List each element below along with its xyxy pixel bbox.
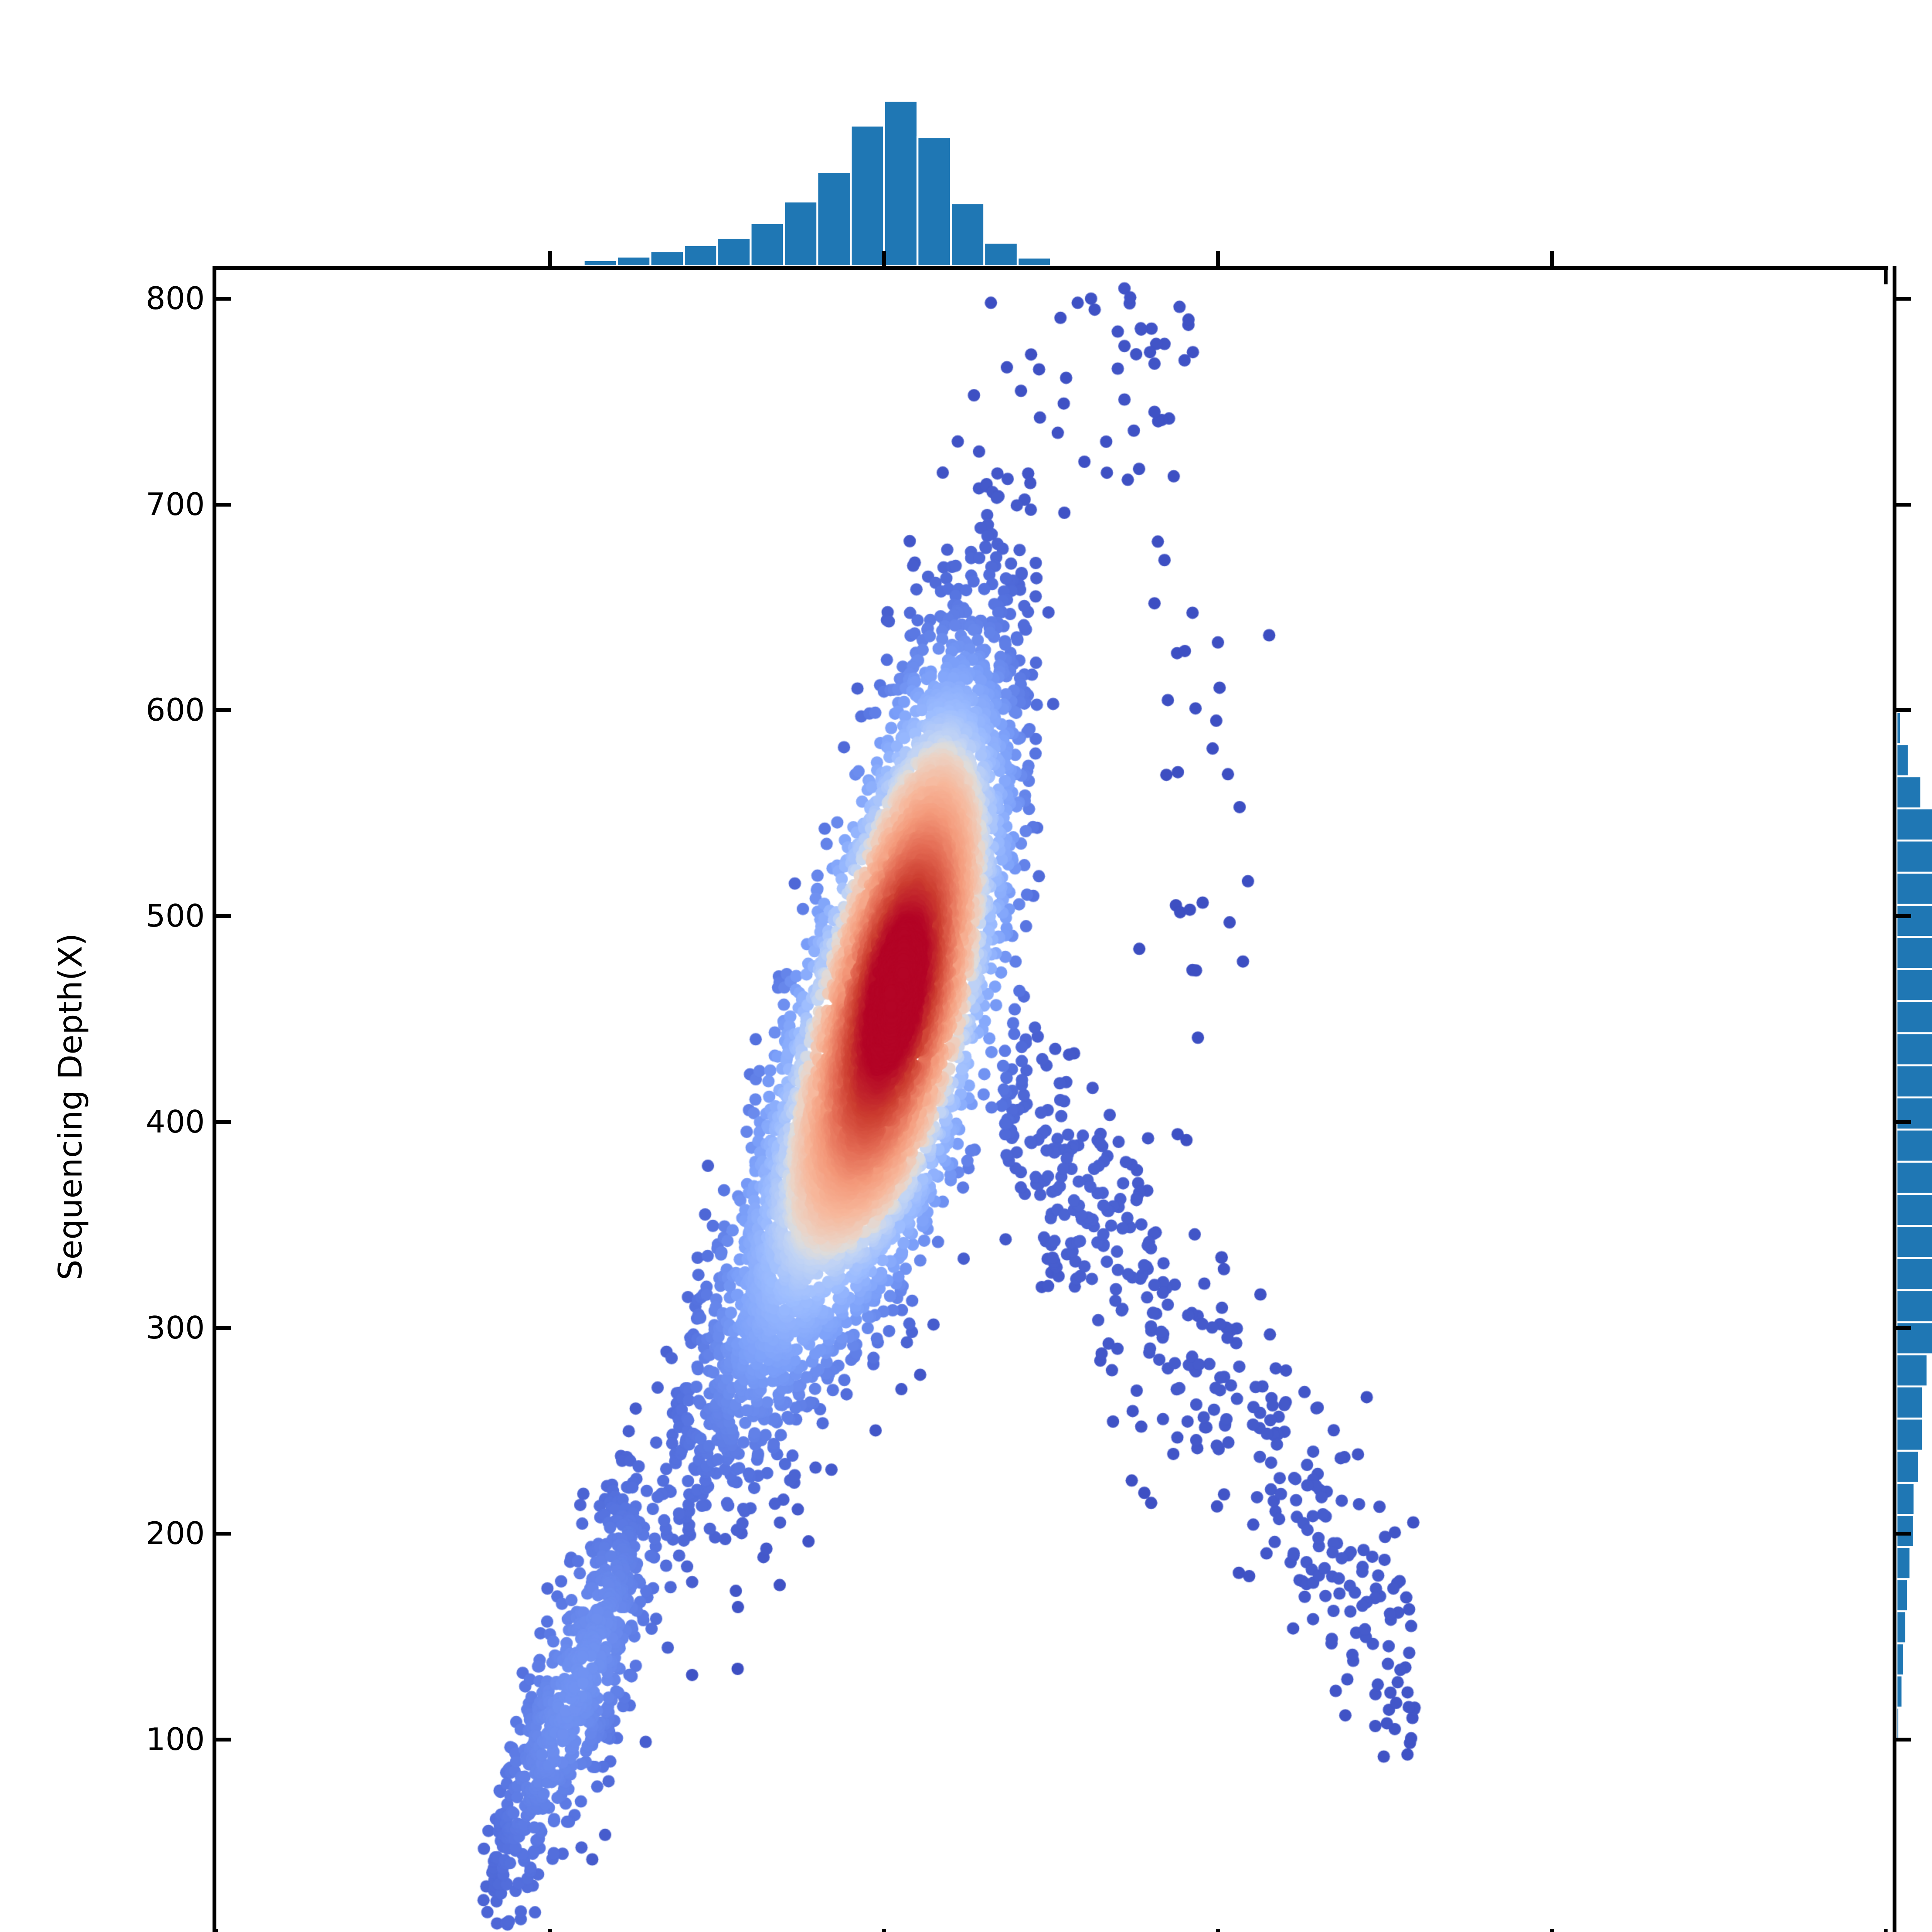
y-tick xyxy=(216,1532,231,1536)
y-tick-label: 0 xyxy=(35,1925,205,1932)
histogram-bar xyxy=(1896,1417,1924,1452)
y-tick xyxy=(216,296,231,301)
histogram-bar xyxy=(1896,1610,1907,1645)
right-marginal-baseline xyxy=(1893,266,1896,1932)
right-marginal-tick xyxy=(1896,1738,1911,1742)
histogram-bar xyxy=(1896,839,1932,874)
histogram-bar xyxy=(1896,1706,1900,1741)
y-tick-label: 800 xyxy=(146,280,205,316)
histogram-bar xyxy=(1896,1385,1924,1420)
right-marginal-histogram xyxy=(1896,679,1932,1741)
y-tick-label: 700 xyxy=(146,486,205,522)
histogram-bar xyxy=(1896,1160,1932,1195)
histogram-bar xyxy=(1896,968,1932,1002)
y-tick xyxy=(216,1738,231,1742)
histogram-bar xyxy=(1896,807,1932,842)
x-tick xyxy=(1550,1929,1554,1932)
histogram-bar xyxy=(850,124,885,266)
histogram-bar xyxy=(1896,743,1910,777)
histogram-bar xyxy=(749,222,785,266)
x-tick xyxy=(1216,1929,1220,1932)
histogram-bar xyxy=(1896,1257,1932,1291)
histogram-bar xyxy=(1896,1032,1932,1066)
y-tick xyxy=(216,708,231,713)
histogram-bar xyxy=(683,244,718,266)
right-marginal-tick xyxy=(1896,708,1911,713)
top-marginal-tick xyxy=(882,251,886,266)
right-marginal-tick xyxy=(1896,296,1911,301)
right-marginal-tick xyxy=(1896,914,1911,918)
histogram-bar xyxy=(783,200,818,266)
top-marginal-tick xyxy=(1216,251,1220,266)
right-marginal-tick xyxy=(1896,1120,1911,1124)
x-tick xyxy=(548,1929,552,1932)
y-tick-label: 200 xyxy=(146,1515,205,1552)
histogram-bar xyxy=(1896,1578,1909,1612)
histogram-bar xyxy=(1896,1481,1916,1516)
histogram-bar xyxy=(950,202,985,266)
histogram-bar xyxy=(582,259,618,266)
histogram-bar xyxy=(1896,1353,1929,1388)
histogram-bar xyxy=(716,236,752,266)
histogram-bar xyxy=(1896,775,1922,810)
histogram-bar xyxy=(1896,1096,1932,1131)
top-marginal-tick xyxy=(1884,270,1888,284)
histogram-bar xyxy=(1896,1064,1932,1099)
histogram-bar xyxy=(1896,935,1932,970)
top-marginal-tick xyxy=(1550,251,1554,266)
right-marginal-tick xyxy=(1896,1532,1911,1536)
y-axis-spine xyxy=(213,266,216,1932)
histogram-bar xyxy=(1896,903,1932,938)
histogram-bar xyxy=(616,255,651,266)
histogram-bar xyxy=(983,242,1019,266)
histogram-bar xyxy=(1896,679,1900,713)
histogram-bar xyxy=(1896,1289,1932,1323)
histogram-bar xyxy=(1896,1674,1904,1709)
histogram-bar xyxy=(1896,711,1902,745)
histogram-bar xyxy=(1896,1546,1912,1580)
histogram-bar xyxy=(1896,1225,1932,1259)
histogram-bar xyxy=(1896,1128,1932,1163)
histogram-bar xyxy=(1896,871,1932,906)
y-tick xyxy=(216,502,231,507)
histogram-bar xyxy=(649,250,685,266)
right-marginal-tick xyxy=(1896,502,1911,507)
y-tick-label: 300 xyxy=(146,1310,205,1346)
histogram-bar xyxy=(1896,1192,1932,1227)
histogram-bar xyxy=(1896,1000,1932,1034)
y-axis-title: Sequencing Depth(X) xyxy=(51,933,89,1281)
right-marginal-tick xyxy=(1896,1326,1911,1330)
y-tick xyxy=(216,914,231,918)
histogram-bar xyxy=(816,171,852,266)
y-tick-label: 100 xyxy=(146,1721,205,1758)
histogram-bar xyxy=(1896,1514,1915,1548)
x-tick xyxy=(1884,1929,1888,1932)
top-marginal-histogram xyxy=(582,100,1052,266)
histogram-bar xyxy=(883,100,918,266)
histogram-bar xyxy=(1896,1449,1920,1484)
top-marginal-baseline xyxy=(213,266,1888,270)
histogram-bar xyxy=(1017,257,1052,266)
y-tick-label: 600 xyxy=(146,692,205,728)
histogram-bar xyxy=(1896,1642,1905,1677)
x-tick xyxy=(882,1929,886,1932)
y-tick xyxy=(216,1120,231,1124)
y-tick-label: 400 xyxy=(146,1104,205,1140)
y-tick xyxy=(216,1326,231,1330)
density-scatter-canvas xyxy=(216,268,1886,1932)
top-marginal-tick xyxy=(548,251,552,266)
y-tick-label: 500 xyxy=(146,898,205,934)
x-tick xyxy=(214,1929,218,1932)
histogram-bar xyxy=(916,136,952,266)
